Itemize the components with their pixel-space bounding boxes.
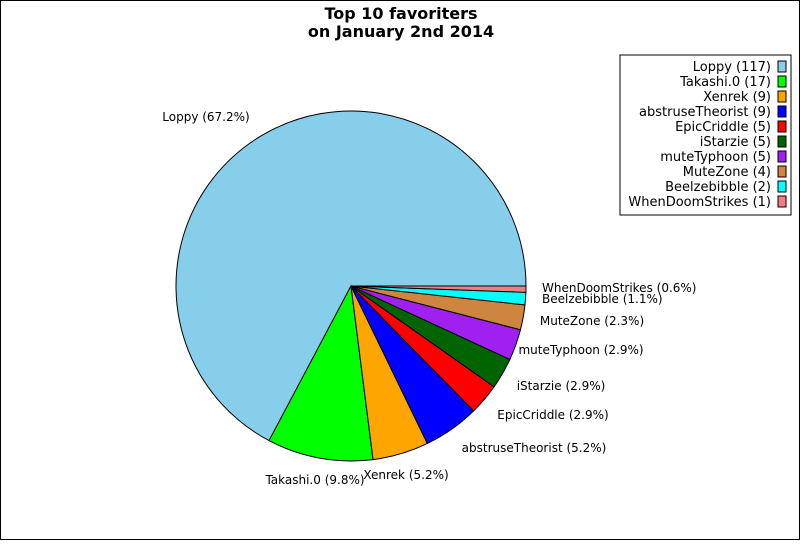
legend-swatch-beelzebibble xyxy=(777,180,787,193)
slice-label-abstrusetheorist: abstruseTheorist (5.2%) xyxy=(462,441,607,455)
legend-label-takashi-0: Takashi.0 (17) xyxy=(679,75,771,90)
slice-label-whendoomstrikes: WhenDoomStrikes (0.6%) xyxy=(542,281,696,295)
pie-slice-loppy xyxy=(175,110,527,442)
legend-label-istarzie: iStarzie (5) xyxy=(700,135,771,150)
slice-label-istarzie: iStarzie (2.9%) xyxy=(517,379,606,393)
legend-label-beelzebibble: Beelzebibble (2) xyxy=(665,180,771,195)
legend-swatch-abstrusetheorist xyxy=(777,105,787,118)
legend-swatch-loppy xyxy=(777,60,787,73)
pie-slice-takashi-0 xyxy=(268,284,374,462)
slice-label-epiccriddle: EpicCriddle (2.9%) xyxy=(497,408,608,422)
legend-swatch-takashi-0 xyxy=(777,75,787,88)
slice-label-loppy: Loppy (67.2%) xyxy=(162,110,249,124)
chart-title-line-1: Top 10 favoriters xyxy=(324,4,477,23)
legend-swatch-mutetyphoon xyxy=(777,150,787,163)
chart-title-line-2: on January 2nd 2014 xyxy=(308,22,494,41)
slice-label-mutetyphoon: muteTyphoon (2.9%) xyxy=(518,343,643,357)
legend-swatch-mutezone xyxy=(777,165,787,178)
legend-box xyxy=(619,54,792,216)
legend: Loppy (117)Takashi.0 (17)Xenrek (9)abstr… xyxy=(619,54,792,216)
slice-labels: Loppy (67.2%) Takashi.0 (9.8%)Xenrek (5.2… xyxy=(162,110,696,487)
legend-label-mutetyphoon: muteTyphoon (5) xyxy=(660,150,771,165)
legend-swatch-epiccriddle xyxy=(777,120,787,133)
legend-swatch-xenrek xyxy=(777,90,787,103)
slice-label-xenrek: Xenrek (5.2%) xyxy=(363,468,448,482)
legend-label-abstrusetheorist: abstruseTheorist (9) xyxy=(639,105,771,120)
legend-label-xenrek: Xenrek (9) xyxy=(703,90,771,105)
legend-label-mutezone: MuteZone (4) xyxy=(683,165,771,180)
legend-swatch-whendoomstrikes xyxy=(777,195,787,208)
legend-swatch-istarzie xyxy=(777,135,787,148)
legend-label-whendoomstrikes: WhenDoomStrikes (1) xyxy=(628,195,771,210)
slice-label-takashi-0: Takashi.0 (9.8%) xyxy=(264,473,364,487)
legend-label-epiccriddle: EpicCriddle (5) xyxy=(675,120,771,135)
slice-label-beelzebibble: Beelzebibble (1.1%) xyxy=(542,292,663,306)
legend-label-loppy: Loppy (117) xyxy=(693,60,771,75)
pie-slice-whendoomstrikes xyxy=(350,285,527,293)
slice-label-mutezone: MuteZone (2.3%) xyxy=(540,314,644,328)
pie-slices xyxy=(175,110,527,462)
